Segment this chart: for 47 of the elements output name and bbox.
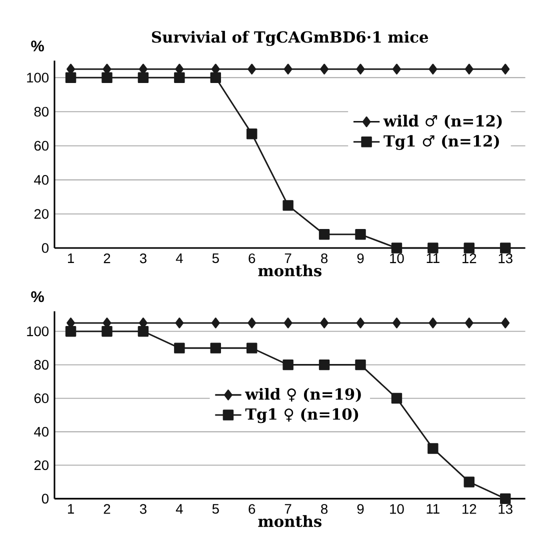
x-tick-label: 10 — [390, 253, 404, 264]
x-tick-label: 8 — [321, 504, 328, 514]
x-axis-title: months — [258, 515, 322, 528]
y-tick-label: 100 — [27, 72, 49, 83]
legend-label: Tg1 ♂ (n=12) — [384, 134, 499, 150]
y-axis-title: % — [31, 40, 44, 52]
x-tick-label: 13 — [498, 504, 512, 514]
x-tick-label: 9 — [357, 253, 364, 264]
y-tick-label: 100 — [27, 326, 49, 336]
x-tick-label: 7 — [284, 253, 292, 263]
x-tick-label: 11 — [426, 253, 440, 263]
x-tick-label: 11 — [426, 504, 440, 514]
y-tick-label: 0 — [42, 494, 49, 504]
x-axis-title: months — [258, 264, 322, 276]
chart-title: Survivial of TgCAGmBD6·1 mice — [152, 30, 428, 46]
y-tick-label: 60 — [34, 140, 49, 151]
y-tick-label: 20 — [34, 209, 49, 219]
x-tick-label: 3 — [140, 253, 146, 264]
x-tick-label: 1 — [68, 253, 74, 263]
x-tick-label: 12 — [462, 504, 476, 514]
x-tick-label: 2 — [104, 504, 110, 514]
legend-label: wild ♂ (n=12) — [383, 114, 502, 129]
x-tick-label: 7 — [284, 504, 292, 514]
x-tick-label: 12 — [462, 253, 476, 264]
y-axis-title: % — [31, 291, 44, 302]
x-tick-label: 5 — [212, 253, 219, 264]
x-tick-label: 6 — [248, 504, 256, 514]
x-tick-label: 5 — [212, 504, 219, 514]
x-tick-label: 13 — [498, 253, 512, 264]
y-tick-label: 0 — [42, 243, 49, 253]
legend-label: Tg1 ♀ (n=10) — [245, 408, 358, 424]
x-tick-label: 6 — [248, 253, 256, 264]
x-tick-label: 10 — [390, 504, 404, 514]
y-tick-label: 60 — [34, 393, 49, 404]
x-tick-label: 4 — [176, 504, 183, 514]
legend-label: wild ♀ (n=19) — [244, 388, 361, 402]
x-tick-label: 3 — [140, 504, 146, 514]
x-tick-label: 1 — [68, 504, 74, 514]
y-tick-label: 40 — [34, 426, 49, 437]
x-tick-label: 9 — [357, 504, 364, 514]
y-tick-label: 80 — [34, 360, 49, 370]
x-tick-label: 4 — [176, 253, 183, 263]
x-tick-label: 2 — [104, 253, 110, 264]
x-tick-label: 8 — [321, 253, 328, 264]
y-tick-label: 40 — [34, 174, 49, 185]
y-tick-label: 20 — [34, 460, 49, 470]
y-tick-label: 80 — [34, 106, 49, 117]
